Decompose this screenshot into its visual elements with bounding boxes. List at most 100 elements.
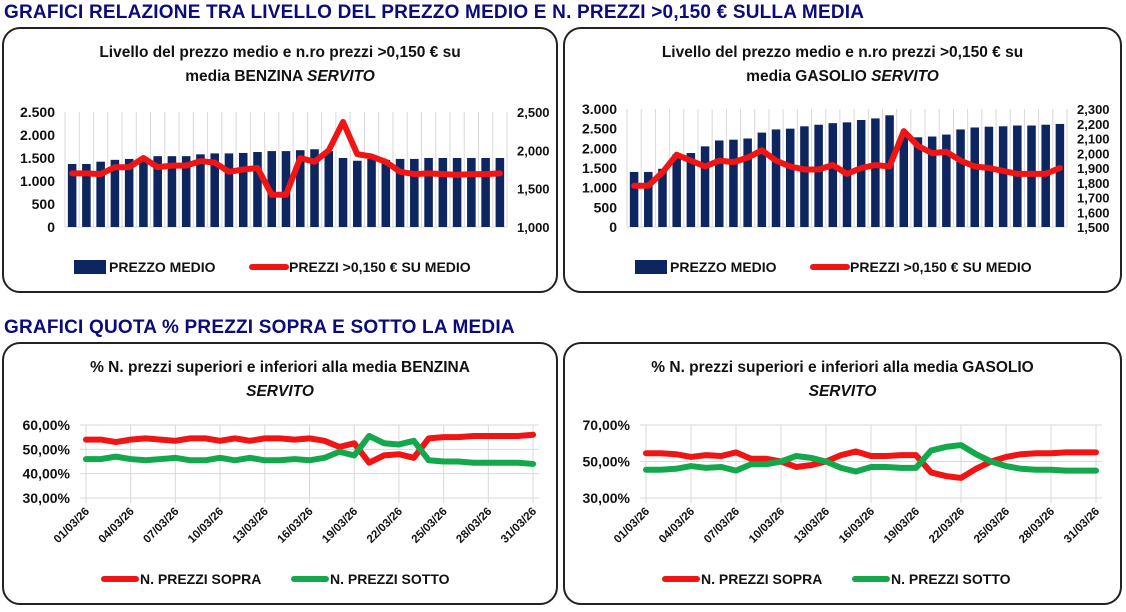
bar xyxy=(139,157,148,227)
y-tick-label: 50,00% xyxy=(23,441,71,457)
bar xyxy=(353,160,362,227)
bar xyxy=(771,129,781,227)
bar xyxy=(224,153,234,227)
chart-title-italic: SERVITO xyxy=(246,383,314,400)
legend-label: PREZZI >0,150 € SU MEDIO xyxy=(850,259,1032,275)
legend-label: N. PREZZI SOTTO xyxy=(891,571,1011,587)
y-tick-label: 40,00% xyxy=(23,466,71,482)
x-tick-label: 04/03/26 xyxy=(657,506,697,546)
bar xyxy=(644,171,653,227)
legend-label: N. PREZZI SOTTO xyxy=(330,571,450,587)
legend-swatch-bar xyxy=(74,260,106,274)
x-tick-label: 31/03/26 xyxy=(1062,506,1102,546)
bar xyxy=(970,127,979,227)
x-tick-label: 04/03/26 xyxy=(97,506,137,546)
legend-label: N. PREZZI SOPRA xyxy=(140,571,261,587)
y-tick-label: 0 xyxy=(609,219,617,235)
x-tick-label: 13/03/26 xyxy=(792,506,832,546)
chart-panel-benzina-price: Livello del prezzo medio e n.ro prezzi >… xyxy=(2,27,558,293)
bar xyxy=(438,158,448,227)
y2-tick-label: 1,000 xyxy=(517,220,550,235)
x-tick-label: 19/03/26 xyxy=(320,506,360,546)
line-series-red xyxy=(643,448,1099,481)
x-tick-label: 25/03/26 xyxy=(410,506,450,546)
y-tick-label: 2.500 xyxy=(20,104,55,120)
bar xyxy=(715,140,724,227)
bar xyxy=(153,156,162,227)
bar xyxy=(196,154,205,227)
y2-tick-label: 2,500 xyxy=(517,105,550,120)
y2-tick-label: 2,200 xyxy=(1077,117,1110,132)
bar xyxy=(800,126,809,227)
bar xyxy=(452,158,462,227)
line-series-red xyxy=(82,431,537,466)
bar xyxy=(743,138,752,227)
bar xyxy=(495,158,505,227)
y2-tick-label: 1,500 xyxy=(517,182,550,197)
bar xyxy=(942,134,951,227)
bar xyxy=(814,124,823,227)
y2-tick-label: 1,500 xyxy=(1077,220,1110,235)
bar xyxy=(238,152,248,227)
x-tick-label: 10/03/26 xyxy=(186,506,226,546)
chart-title-italic: SERVITO xyxy=(871,68,939,85)
bar xyxy=(729,139,738,227)
legend-label: PREZZO MEDIO xyxy=(670,259,777,275)
x-tick-label: 22/03/26 xyxy=(365,506,405,546)
line-series-green xyxy=(82,432,537,467)
legend-swatch-bar xyxy=(635,260,667,274)
x-tick-label: 25/03/26 xyxy=(972,506,1012,546)
bar xyxy=(885,115,894,227)
x-tick-label: 16/03/26 xyxy=(275,506,315,546)
section-title-share: GRAFICI QUOTA % PREZZI SOPRA E SOTTO LA … xyxy=(4,317,515,338)
y-tick-label: 30,00% xyxy=(23,490,71,506)
y2-tick-label: 2,100 xyxy=(1077,132,1110,147)
bar xyxy=(167,156,177,227)
bar xyxy=(82,163,91,227)
bar xyxy=(658,168,667,227)
x-tick-label: 16/03/26 xyxy=(837,506,877,546)
y-tick-label: 1.500 xyxy=(582,160,617,176)
bar xyxy=(110,159,120,227)
bar xyxy=(700,146,710,227)
bar xyxy=(381,159,391,227)
y2-tick-label: 2,000 xyxy=(517,143,550,158)
legend-label: PREZZI >0,150 € SU MEDIO xyxy=(289,259,471,275)
chart-title-italic: SERVITO xyxy=(808,383,877,400)
bar xyxy=(410,158,419,227)
bar xyxy=(324,151,334,227)
chart-title-italic: SERVITO xyxy=(306,68,375,85)
bar xyxy=(96,161,105,227)
chart-title-line2: media BENZINA xyxy=(185,68,307,85)
legend-label: N. PREZZI SOPRA xyxy=(701,571,822,587)
chart-title-line1: Livello del prezzo medio e n.ro prezzi >… xyxy=(661,44,1024,61)
y-tick-label: 500 xyxy=(594,199,618,215)
line-series-prezzi-sopra-015 xyxy=(69,118,503,198)
y-tick-label: 70,00% xyxy=(583,417,631,433)
chart-panel-gasolio-price: Livello del prezzo medio e n.ro prezzi >… xyxy=(563,27,1122,293)
chart-svg: 0 500 1.000 1.500 2.000 2.500 1,000 1,500 2,000 2… xyxy=(20,104,550,275)
y-tick-label: 60,00% xyxy=(23,417,71,433)
bar xyxy=(629,171,639,227)
y2-tick-label: 1,800 xyxy=(1077,176,1110,191)
y-tick-label: 2.500 xyxy=(582,121,617,137)
bar xyxy=(181,156,191,227)
bar xyxy=(927,136,937,227)
y-tick-label: 2.000 xyxy=(20,127,55,143)
bar xyxy=(757,132,767,227)
x-tick-label: 07/03/26 xyxy=(141,506,181,546)
x-tick-label: 01/03/26 xyxy=(612,506,652,546)
chart-svg: 30,00% 40,00% 50,00% 60,00% 01/03/26 04/03/26… xyxy=(23,417,540,587)
y2-tick-label: 1,700 xyxy=(1077,191,1110,206)
bar xyxy=(210,153,219,227)
y-tick-label: 30,00% xyxy=(583,490,631,506)
chart-title: % N. prezzi superiori e inferiori alla m… xyxy=(565,356,1120,404)
bar xyxy=(686,153,696,227)
chart-svg: 30,00% 50,00% 70,00% 01/03/26 04/03/26 07/03/… xyxy=(583,417,1103,587)
chart-svg: 05001.0001.5002.0002.5003.0001,5001,6001… xyxy=(582,101,1110,275)
chart-panel-gasolio-share: % N. prezzi superiori e inferiori alla m… xyxy=(563,342,1122,605)
x-tick-label: 31/03/26 xyxy=(499,506,539,546)
x-tick-label: 28/03/26 xyxy=(1017,506,1057,546)
x-tick-label: 28/03/26 xyxy=(454,506,494,546)
x-tick-label: 19/03/26 xyxy=(882,506,922,546)
